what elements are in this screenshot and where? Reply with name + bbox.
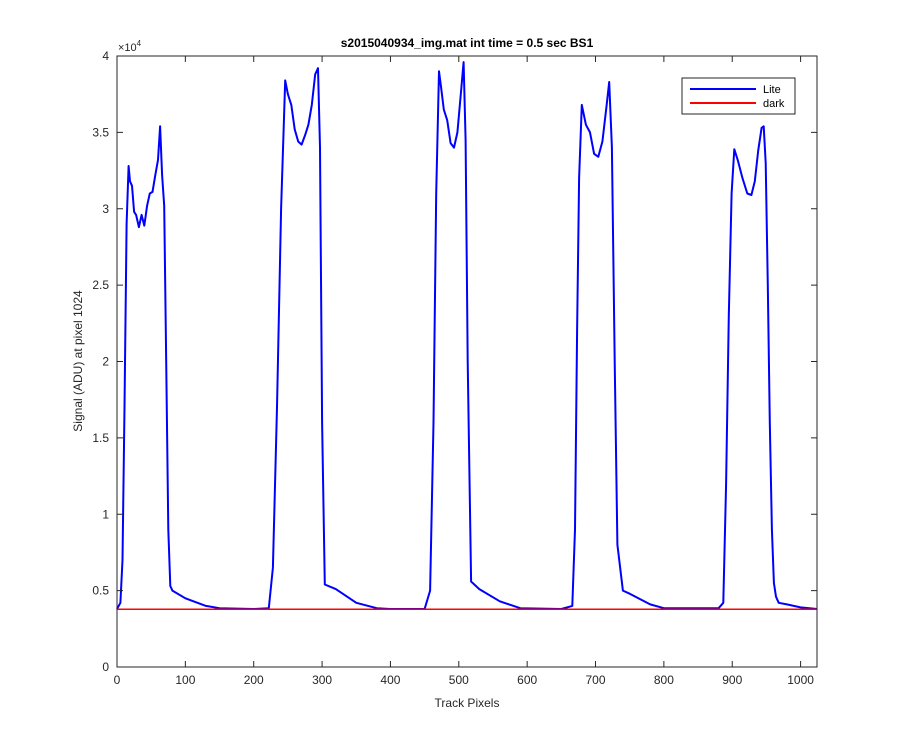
y-tick-label: 3 — [102, 202, 109, 216]
series-line-lite — [116, 61, 818, 610]
y-tick-label: 0.5 — [92, 584, 109, 598]
legend: Lite dark — [681, 77, 796, 115]
y-axis: 0 0.5 1 1.5 2 2.5 3 3.5 4 — [92, 49, 817, 674]
x-tick-label: 500 — [449, 673, 469, 687]
y-tick-label: 1.5 — [92, 431, 109, 445]
y-tick-label: 4 — [102, 49, 109, 63]
x-tick-label: 900 — [722, 673, 742, 687]
x-axis-label: Track Pixels — [435, 696, 500, 710]
x-tick-label: 300 — [312, 673, 332, 687]
x-tick-label: 800 — [654, 673, 674, 687]
y-exponent-label: ×104 — [118, 39, 142, 54]
legend-label-lite: Lite — [763, 84, 781, 96]
y-exponent-base: ×10 — [118, 42, 137, 54]
x-tick-label: 0 — [114, 673, 121, 687]
y-tick-label: 2.5 — [92, 278, 109, 292]
legend-label-dark: dark — [763, 98, 785, 110]
x-tick-label: 100 — [175, 673, 195, 687]
y-tick-label: 3.5 — [92, 125, 109, 139]
x-tick-label: 1000 — [787, 673, 814, 687]
chart-title: s2015040934_img.mat int time = 0.5 sec B… — [341, 36, 594, 50]
y-tick-label: 0 — [102, 660, 109, 674]
x-tick-label: 200 — [244, 673, 264, 687]
x-tick-label: 700 — [586, 673, 606, 687]
legend-box — [681, 77, 796, 115]
y-axis-label: Signal (ADU) at pixel 1024 — [71, 290, 85, 432]
y-exponent-power: 4 — [137, 39, 142, 48]
y-tick-label: 1 — [102, 507, 109, 521]
y-tick-label: 2 — [102, 355, 109, 369]
x-axis: 0 100 200 300 400 500 600 700 800 900 1000 — [114, 56, 814, 687]
series-layer — [116, 61, 818, 611]
x-tick-label: 600 — [517, 673, 537, 687]
x-tick-label: 400 — [380, 673, 400, 687]
